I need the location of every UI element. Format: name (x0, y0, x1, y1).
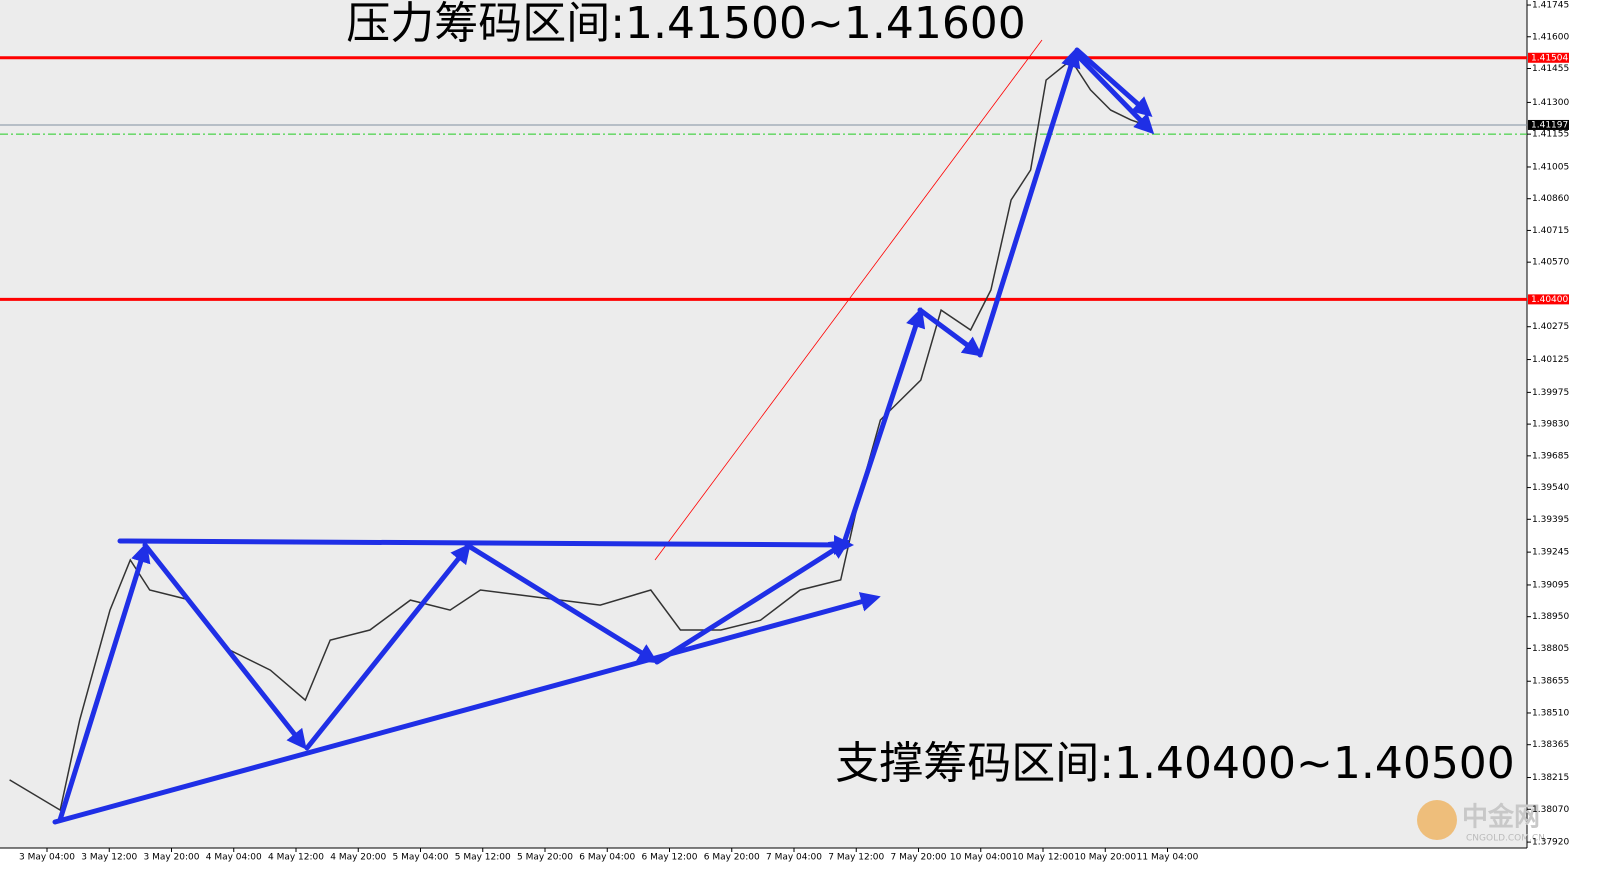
y-tick-label: 1.39830 (1532, 420, 1569, 430)
x-tick-label: 10 May 20:00 (1074, 853, 1136, 863)
y-tick-label: 1.41745 (1532, 1, 1569, 11)
y-tick-label: 1.40570 (1532, 258, 1569, 268)
x-tick-label: 5 May 04:00 (393, 853, 449, 863)
y-tick-label: 1.39245 (1532, 548, 1569, 558)
level-label: 1.41504 (1531, 53, 1568, 63)
arrow (917, 307, 983, 357)
level-label-box (1528, 294, 1569, 305)
y-tick-label: 1.38655 (1532, 677, 1569, 687)
x-tick-label: 10 May 12:00 (1012, 853, 1074, 863)
y-tick-label: 1.39395 (1532, 515, 1569, 525)
x-tick-label: 5 May 12:00 (455, 853, 511, 863)
annotation: 压力筹码区间:1.41500~1.41600 (346, 0, 1026, 49)
y-tick-label: 1.38510 (1532, 708, 1569, 718)
annotation: 支撑筹码区间:1.40400~1.40500 (835, 738, 1515, 789)
y-tick-label: 1.40715 (1532, 226, 1569, 236)
arrow (977, 47, 1081, 358)
watermark: 中金网 (1462, 802, 1540, 833)
level-label: 1.41197 (1531, 120, 1568, 130)
x-tick-label: 11 May 04:00 (1137, 853, 1199, 863)
x-tick-label: 7 May 04:00 (766, 853, 822, 863)
x-tick-label: 4 May 12:00 (268, 853, 324, 863)
x-tick-label: 5 May 20:00 (517, 853, 573, 863)
y-tick-label: 1.40275 (1532, 322, 1569, 332)
x-tick-label: 10 May 04:00 (950, 853, 1012, 863)
level-label-box (1528, 52, 1569, 63)
x-tick-label: 6 May 12:00 (642, 853, 698, 863)
x-tick-label: 3 May 12:00 (81, 853, 137, 863)
y-tick-label: 1.38805 (1532, 644, 1569, 654)
arrow (464, 542, 659, 664)
y-tick-label: 1.39095 (1532, 580, 1569, 590)
arrow (52, 592, 881, 825)
arrow (117, 534, 854, 555)
plot-area (0, 0, 1527, 848)
x-tick-label: 7 May 12:00 (828, 853, 884, 863)
level-label-box (1528, 119, 1569, 130)
x-tick-label: 6 May 04:00 (579, 853, 635, 863)
y-tick-label: 1.41300 (1532, 98, 1569, 108)
y-tick-label: 1.38950 (1532, 612, 1569, 622)
y-tick-label: 1.41155 (1532, 130, 1569, 140)
arrow (842, 307, 926, 543)
level-label: 1.40400 (1531, 295, 1568, 305)
y-tick-label: 1.39540 (1532, 483, 1569, 493)
arrow (1074, 52, 1155, 135)
x-tick-label: 4 May 20:00 (330, 853, 386, 863)
arrow (142, 542, 307, 750)
x-tick-label: 3 May 20:00 (143, 853, 199, 863)
y-tick-label: 1.39685 (1532, 451, 1569, 461)
x-tick-label: 4 May 04:00 (206, 853, 262, 863)
x-tick-label: 3 May 04:00 (19, 853, 75, 863)
arrows (52, 47, 1155, 825)
y-tick-label: 1.38070 (1532, 805, 1569, 815)
y-tick-label: 1.40125 (1532, 355, 1569, 365)
y-tick-label: 1.37920 (1532, 838, 1569, 848)
watermark: CNGOLD.COM.CN (1466, 834, 1545, 844)
trend-line (654, 39, 1043, 561)
y-tick-label: 1.38215 (1532, 773, 1569, 783)
y-tick-label: 1.41455 (1532, 64, 1569, 74)
y-tick-label: 1.41600 (1532, 32, 1569, 42)
x-tick-label: 7 May 20:00 (891, 853, 947, 863)
arrow (304, 543, 471, 751)
arrow (1074, 47, 1153, 117)
watermark-logo (1417, 800, 1457, 840)
y-tick-label: 1.40860 (1532, 194, 1569, 204)
y-tick-label: 1.39975 (1532, 388, 1569, 398)
arrow (57, 542, 151, 823)
y-tick-label: 1.41005 (1532, 162, 1569, 172)
y-tick-label: 1.38365 (1532, 740, 1569, 750)
arrow (654, 539, 851, 665)
x-tick-label: 6 May 20:00 (704, 853, 760, 863)
